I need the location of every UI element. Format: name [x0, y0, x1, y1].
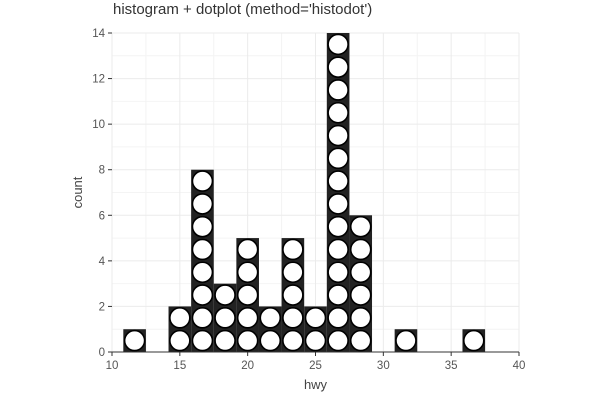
dot	[462, 329, 485, 352]
chart-title: histogram + dotplot (method='histodot')	[113, 1, 373, 18]
dot	[327, 170, 349, 192]
dot	[282, 284, 304, 306]
dot	[169, 307, 191, 329]
dot	[214, 329, 236, 352]
dot	[349, 238, 372, 261]
y-tick-label: 6	[99, 210, 105, 222]
dot	[395, 329, 417, 352]
dot	[282, 238, 304, 261]
dot	[191, 215, 214, 238]
dot	[349, 329, 372, 352]
dot	[349, 307, 372, 329]
gridlines	[111, 32, 520, 353]
x-tick-label: 30	[377, 360, 390, 372]
dot	[327, 284, 349, 306]
dot	[327, 79, 349, 101]
dot	[327, 56, 349, 78]
dot	[327, 238, 349, 261]
x-tick-label: 15	[173, 360, 186, 372]
dot	[191, 238, 214, 261]
dot	[259, 329, 282, 352]
dot	[191, 193, 214, 215]
dot	[349, 215, 372, 238]
dot	[327, 124, 349, 147]
dot	[214, 307, 236, 329]
dot	[191, 329, 214, 352]
dot	[191, 307, 214, 329]
dot	[282, 261, 304, 284]
dot	[327, 307, 349, 329]
dot	[327, 33, 349, 56]
dot	[123, 329, 146, 352]
dot	[282, 329, 304, 352]
dot	[236, 307, 259, 329]
x-tick-label: 40	[513, 360, 526, 372]
dot	[214, 284, 236, 306]
dot	[304, 307, 327, 329]
dot	[191, 170, 214, 192]
dot	[349, 284, 372, 306]
y-tick-label: 12	[92, 74, 105, 86]
histogram-bar	[191, 169, 214, 352]
x-tick-label: 20	[241, 360, 254, 372]
dot	[349, 261, 372, 284]
dot	[191, 284, 214, 306]
dotplot-dots	[123, 33, 485, 352]
dot	[236, 329, 259, 352]
y-tick-label: 14	[92, 28, 105, 40]
dot	[236, 284, 259, 306]
dot	[327, 261, 349, 284]
x-tick-label: 25	[309, 360, 322, 372]
y-tick-label: 0	[99, 347, 105, 359]
y-tick-label: 2	[99, 301, 105, 313]
dot	[236, 261, 259, 284]
x-axis-title: hwy	[304, 377, 328, 392]
y-tick-label: 8	[99, 165, 105, 177]
dot	[169, 329, 191, 352]
y-axis-title: count	[70, 176, 85, 208]
axes: 0 2 4 6 8 10 12 14 10 15 20 25 30 35 40	[92, 28, 525, 372]
dot	[259, 307, 282, 329]
x-tick-label: 10	[106, 360, 119, 372]
y-tick-label: 4	[99, 256, 106, 268]
dot	[327, 147, 349, 170]
dot	[327, 215, 349, 238]
dot	[236, 238, 259, 261]
dot	[327, 101, 349, 124]
dot	[327, 329, 349, 352]
x-tick-label: 35	[445, 360, 458, 372]
dot	[191, 261, 214, 284]
dot	[327, 193, 349, 215]
dot	[304, 329, 327, 352]
y-tick-label: 10	[92, 119, 105, 131]
dot	[282, 307, 304, 329]
